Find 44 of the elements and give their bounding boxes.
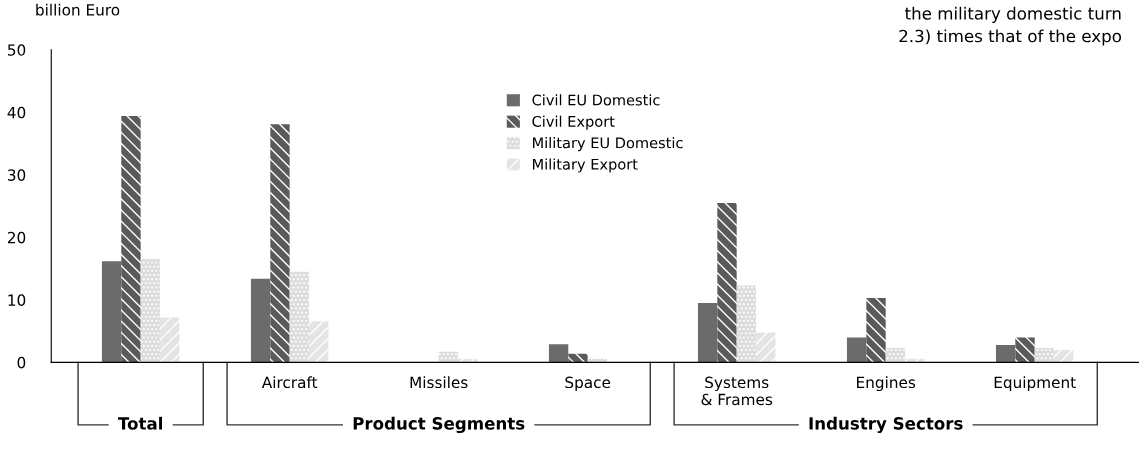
legend-label: Civil EU Domestic [532, 94, 660, 106]
x-tick-label: Aircraft [261, 376, 318, 389]
legend-label: Civil Export [532, 115, 615, 130]
y-axis-title: billion Euro [36, 3, 120, 16]
y-tick-label: 40 [7, 106, 26, 119]
x-tick-label: Space [565, 376, 611, 392]
bar [548, 344, 569, 363]
text: Product Segments [353, 416, 525, 434]
y-tick-label: 10 [8, 294, 26, 306]
text: Total [117, 416, 163, 430]
y-tick-label: 50 [7, 44, 26, 56]
bar [250, 278, 271, 363]
bar [846, 337, 867, 363]
bar [1054, 349, 1074, 363]
y-tick-label: 20 [7, 231, 26, 244]
legend-label: Military Export [533, 158, 638, 173]
bar [568, 353, 588, 363]
text: the military domestic turn [905, 6, 1121, 23]
x-tick-label: Systems & Frames [701, 376, 773, 406]
bar [736, 285, 757, 363]
bar [289, 271, 310, 363]
bar [885, 348, 906, 363]
bar [866, 298, 886, 363]
bar [160, 317, 180, 363]
x-tick-label: Missiles [410, 376, 468, 389]
bar [101, 261, 122, 363]
y-tick-label: 30 [7, 169, 26, 181]
bar [717, 202, 737, 363]
bar [995, 344, 1016, 363]
y-tick-label: 0 [17, 356, 26, 369]
text: 2.3) times that of the expo [899, 29, 1122, 46]
x-tick-label: Equipment [994, 376, 1076, 392]
bar [697, 303, 718, 363]
bar [438, 351, 459, 363]
text: Industry Sectors [809, 416, 963, 434]
bar [121, 116, 141, 363]
bar [756, 332, 776, 363]
bar [1034, 348, 1055, 363]
legend-label: Military EU Domestic [533, 137, 683, 152]
x-tick-label: Engines [857, 376, 916, 392]
bar [140, 258, 161, 363]
bar [270, 124, 290, 363]
bar [309, 321, 329, 363]
bar [1015, 337, 1035, 363]
